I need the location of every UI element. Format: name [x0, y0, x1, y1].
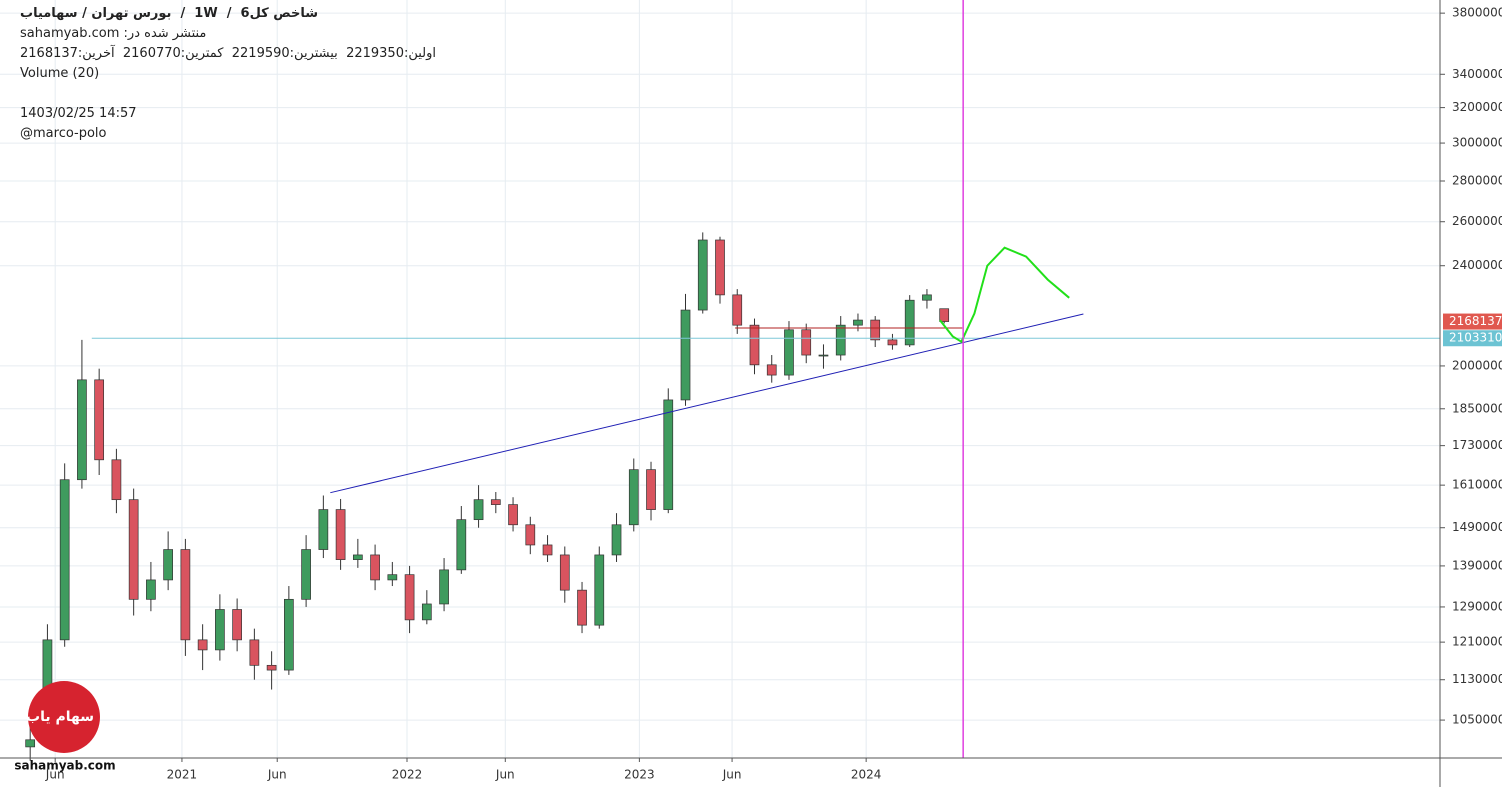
- candle-body: [508, 504, 518, 526]
- y-tick-label: 2600000: [1452, 214, 1502, 228]
- candle-body: [887, 339, 898, 346]
- y-tick-label: 1610000: [1452, 478, 1502, 492]
- chart-title: شاخص کل6 / 1W / بورس تهران / سهامیاب: [20, 6, 319, 21]
- y-tick-label: 2000000: [1452, 358, 1502, 372]
- x-tick-label: Jun: [267, 768, 287, 782]
- candle-body: [370, 554, 380, 581]
- candle-body: [215, 609, 225, 651]
- candle-body: [784, 329, 794, 376]
- candle-body: [801, 329, 812, 356]
- candle-body: [180, 549, 191, 641]
- candle-body: [94, 379, 105, 461]
- candle-body: [421, 603, 432, 621]
- y-tick-label: 1050000: [1452, 713, 1502, 727]
- candle-body: [249, 639, 260, 666]
- candle-body: [542, 544, 553, 556]
- price-tag-label: 2168137: [1449, 314, 1502, 328]
- candle-body: [473, 499, 484, 521]
- ohlc-text: اولین:2219350 بیشترین:2219590 کمترین:216…: [20, 46, 437, 61]
- logo: [28, 681, 100, 753]
- price-tag: [1443, 313, 1502, 330]
- candle-body: [318, 509, 329, 550]
- candle-body: [904, 299, 915, 346]
- candle-body: [301, 549, 311, 600]
- candle-body: [663, 399, 674, 510]
- candle-body: [697, 239, 708, 311]
- candle-body: [25, 739, 36, 748]
- volume-label: Volume (20): [20, 66, 100, 81]
- candle-body: [490, 499, 501, 505]
- candle-body: [439, 569, 449, 605]
- y-tick-label: 2800000: [1452, 173, 1502, 187]
- drawing: [939, 246, 1070, 344]
- x-tick-label: 2024: [851, 768, 882, 782]
- candle-body: [284, 598, 294, 671]
- y-tick-label: 3400000: [1452, 67, 1502, 81]
- candle-body: [715, 239, 725, 296]
- timestamp: 1403/02/25 14:57: [20, 106, 137, 121]
- x-tick-label: Jun: [722, 768, 742, 782]
- candle-body: [387, 574, 398, 581]
- y-tick-label: 1490000: [1452, 520, 1502, 534]
- candle-body: [818, 354, 829, 357]
- candle-body: [111, 459, 122, 501]
- drawing: [330, 313, 1084, 494]
- candle-body: [611, 524, 622, 556]
- candle-body: [232, 609, 242, 641]
- candle-body: [404, 574, 415, 621]
- candle-body: [646, 469, 656, 510]
- candle-body: [577, 589, 587, 626]
- y-tick-label: 3800000: [1452, 6, 1502, 20]
- candle-body: [594, 554, 605, 626]
- candle-body: [766, 364, 777, 376]
- y-tick-label: 1210000: [1452, 635, 1502, 649]
- watermark: sahamyab.com: [14, 759, 115, 773]
- candle-body: [456, 519, 467, 571]
- y-tick-label: 1130000: [1452, 672, 1502, 686]
- candle-body: [352, 554, 363, 560]
- candle-body: [749, 324, 760, 366]
- candle-body: [77, 379, 87, 481]
- candle-body: [128, 499, 139, 600]
- y-tick-label: 2400000: [1452, 258, 1502, 272]
- y-tick-label: 1850000: [1452, 401, 1502, 415]
- y-tick-label: 3200000: [1452, 100, 1502, 114]
- candle-body: [525, 524, 536, 546]
- x-tick-label: 2021: [167, 768, 198, 782]
- subtitle: منتشر شده در: sahamyab.com: [20, 26, 207, 41]
- candle-body: [266, 664, 277, 671]
- candle-body: [628, 469, 639, 526]
- candle-body: [197, 639, 208, 651]
- x-tick-label: 2022: [392, 768, 423, 782]
- candle-body: [680, 309, 691, 401]
- price-tag-label: 2103310: [1449, 331, 1502, 345]
- candle-body: [922, 294, 932, 301]
- y-tick-label: 1290000: [1452, 599, 1502, 613]
- price-tag: [1443, 330, 1502, 347]
- candle-body: [59, 479, 70, 641]
- candle-body: [335, 509, 346, 560]
- candle-body: [559, 554, 570, 591]
- logo-text: سهام یاب: [26, 709, 94, 725]
- candle-body: [835, 324, 846, 356]
- y-tick-label: 1730000: [1452, 438, 1502, 452]
- x-tick-label: 2023: [624, 768, 655, 782]
- candle-body: [939, 308, 950, 322]
- candle-body: [870, 319, 881, 341]
- y-tick-label: 3000000: [1452, 136, 1502, 150]
- candle-body: [853, 319, 863, 326]
- x-tick-label: Jun: [495, 768, 515, 782]
- candle-body: [146, 579, 156, 600]
- y-tick-label: 1390000: [1452, 558, 1502, 572]
- candle-body: [163, 549, 173, 581]
- x-tick-label: Jun: [45, 768, 65, 782]
- candle-body: [732, 294, 743, 326]
- author: @marco-polo: [20, 126, 107, 141]
